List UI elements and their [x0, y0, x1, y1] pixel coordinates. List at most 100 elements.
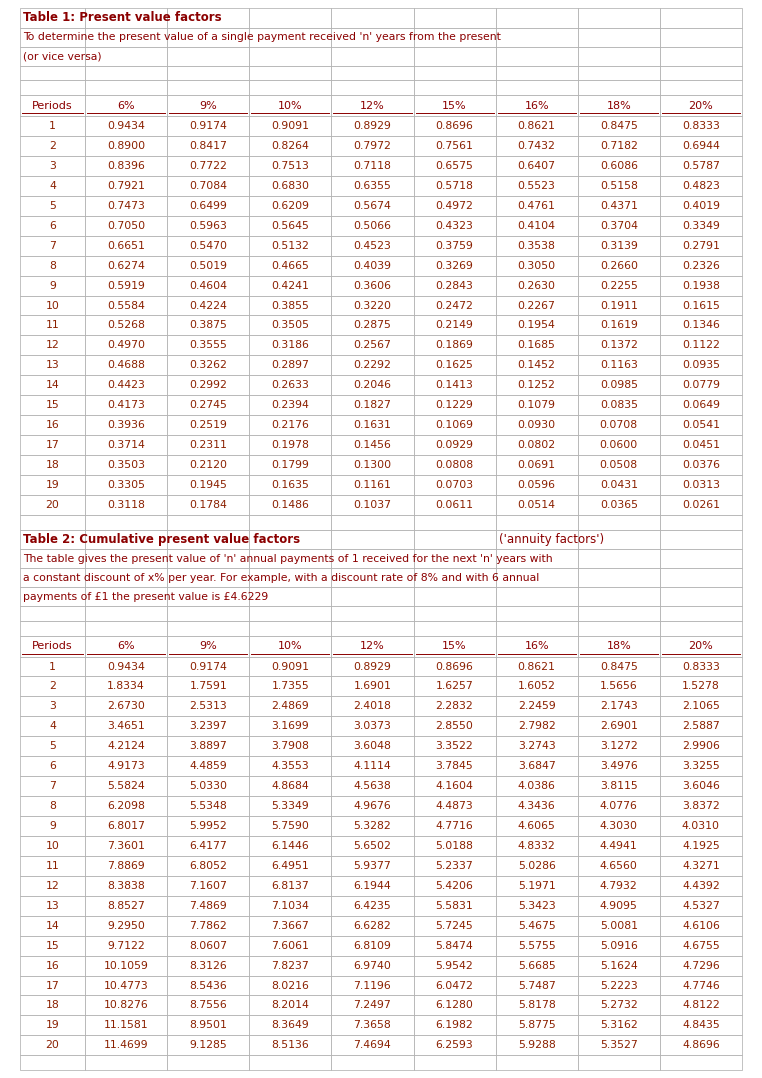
Bar — [331, 936, 414, 955]
Text: 0.0808: 0.0808 — [436, 460, 474, 470]
Text: 5.8178: 5.8178 — [518, 1000, 555, 1010]
Bar — [249, 495, 331, 515]
Bar — [331, 28, 414, 46]
Bar — [578, 196, 660, 216]
Text: 0.1631: 0.1631 — [354, 420, 392, 430]
Bar — [495, 156, 578, 176]
Bar — [249, 176, 331, 196]
Text: 5.0330: 5.0330 — [189, 782, 227, 791]
Text: 11: 11 — [46, 861, 59, 871]
Text: 15%: 15% — [442, 100, 467, 111]
Bar — [249, 835, 331, 856]
Bar — [20, 550, 85, 568]
Bar — [578, 995, 660, 1015]
Bar — [331, 976, 414, 995]
Bar — [578, 136, 660, 156]
Text: 0.5268: 0.5268 — [107, 320, 145, 331]
Bar — [660, 776, 742, 797]
Text: 0.1978: 0.1978 — [271, 440, 309, 451]
Text: 0.0649: 0.0649 — [682, 400, 720, 411]
Bar — [85, 568, 167, 588]
Text: 4.4392: 4.4392 — [682, 881, 720, 890]
Text: 9.1285: 9.1285 — [189, 1040, 227, 1050]
Text: 0.7118: 0.7118 — [354, 161, 392, 171]
Bar — [249, 276, 331, 295]
Bar — [249, 295, 331, 316]
Text: 6.0472: 6.0472 — [436, 981, 473, 991]
Text: 8.0607: 8.0607 — [189, 941, 227, 951]
Bar — [578, 677, 660, 696]
Bar — [20, 415, 85, 436]
Bar — [331, 550, 414, 568]
Bar — [578, 295, 660, 316]
Text: 0.6407: 0.6407 — [517, 161, 555, 171]
Bar — [249, 375, 331, 396]
Bar — [660, 621, 742, 636]
Text: 15: 15 — [46, 941, 59, 951]
Bar — [85, 66, 167, 81]
Text: 15%: 15% — [442, 641, 467, 651]
Bar — [249, 757, 331, 776]
Bar — [495, 736, 578, 757]
Bar — [167, 1055, 249, 1070]
Text: 0.2660: 0.2660 — [600, 261, 638, 271]
Bar — [249, 156, 331, 176]
Bar — [578, 976, 660, 995]
Bar — [578, 236, 660, 255]
Bar — [249, 995, 331, 1015]
Bar — [578, 875, 660, 896]
Bar — [414, 955, 495, 976]
Bar — [249, 797, 331, 816]
Bar — [495, 621, 578, 636]
Bar — [20, 1055, 85, 1070]
Bar — [660, 455, 742, 475]
Text: 1.6052: 1.6052 — [517, 681, 555, 691]
Bar — [167, 550, 249, 568]
Bar — [85, 316, 167, 335]
Text: 10: 10 — [46, 301, 59, 310]
Bar — [249, 856, 331, 875]
Bar — [578, 636, 660, 657]
Bar — [414, 515, 495, 529]
Bar — [414, 621, 495, 636]
Bar — [414, 276, 495, 295]
Text: 4.7932: 4.7932 — [600, 881, 638, 890]
Text: 0.8929: 0.8929 — [354, 121, 392, 132]
Text: 0.9091: 0.9091 — [271, 662, 309, 672]
Bar — [660, 8, 742, 28]
Bar — [660, 515, 742, 529]
Bar — [414, 455, 495, 475]
Text: 6.8137: 6.8137 — [271, 881, 309, 890]
Text: 3.2397: 3.2397 — [189, 721, 227, 731]
Text: 9%: 9% — [200, 641, 217, 651]
Text: 1.5656: 1.5656 — [600, 681, 638, 691]
Text: 0.4371: 0.4371 — [600, 201, 638, 211]
Text: 5.8474: 5.8474 — [436, 941, 473, 951]
Text: 0.1300: 0.1300 — [354, 460, 392, 470]
Text: 7.1196: 7.1196 — [354, 981, 392, 991]
Bar — [20, 1035, 85, 1055]
Bar — [167, 415, 249, 436]
Bar — [20, 276, 85, 295]
Bar — [414, 295, 495, 316]
Text: To determine the present value of a single payment received 'n' years from the p: To determine the present value of a sing… — [23, 32, 501, 42]
Text: 5.0286: 5.0286 — [517, 861, 555, 871]
Bar — [167, 568, 249, 588]
Bar — [495, 236, 578, 255]
Bar — [20, 436, 85, 455]
Bar — [660, 856, 742, 875]
Bar — [20, 896, 85, 915]
Text: 0.7050: 0.7050 — [107, 221, 145, 231]
Bar — [167, 875, 249, 896]
Text: 9.7122: 9.7122 — [107, 941, 145, 951]
Text: 3.4651: 3.4651 — [107, 721, 145, 731]
Bar — [249, 515, 331, 529]
Bar — [85, 875, 167, 896]
Text: 0.6209: 0.6209 — [271, 201, 309, 211]
Text: 0.2567: 0.2567 — [354, 341, 392, 350]
Text: 6.2593: 6.2593 — [436, 1040, 473, 1050]
Text: 4.3553: 4.3553 — [271, 761, 309, 771]
Bar — [660, 568, 742, 588]
Text: 0.4523: 0.4523 — [354, 240, 392, 251]
Bar — [249, 657, 331, 677]
